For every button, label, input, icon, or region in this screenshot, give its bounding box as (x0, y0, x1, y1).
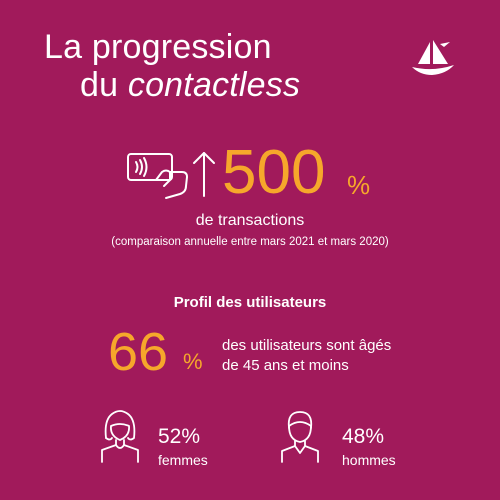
man-icon (281, 411, 319, 463)
profile-desc-line-1: des utilisateurs sont âgés (222, 337, 392, 354)
women-label: femmes (158, 452, 208, 468)
page-title: La progression du contactless (44, 28, 300, 104)
title-emphasis: contactless (127, 66, 301, 104)
men-label: hommes (342, 452, 396, 468)
title-prefix: du (80, 66, 128, 104)
transactions-note: (comparaison annuelle entre mars 2021 et… (111, 236, 389, 248)
contactless-card-icon (127, 153, 188, 199)
profile-heading: Profil des utilisateurs (173, 294, 327, 311)
women-percent: 52% (158, 425, 201, 448)
title-line-2: du contactless (44, 66, 300, 104)
profile-desc-line-2: de 45 ans et moins (222, 357, 349, 374)
profile-description: des utilisateurs sont âgés de 45 ans et … (222, 336, 391, 376)
profile-value: 66 (108, 322, 169, 382)
profile-percent-sign: % (183, 349, 203, 374)
up-arrow-icon (193, 152, 215, 197)
woman-icon (101, 410, 139, 463)
men-percent: 48% (342, 425, 385, 448)
transactions-percent-sign: % (347, 170, 371, 200)
ship-logo-icon (412, 40, 454, 75)
transactions-label: de transactions (195, 212, 305, 229)
title-line-1: La progression (44, 28, 272, 66)
transactions-value: 500 (222, 138, 326, 207)
